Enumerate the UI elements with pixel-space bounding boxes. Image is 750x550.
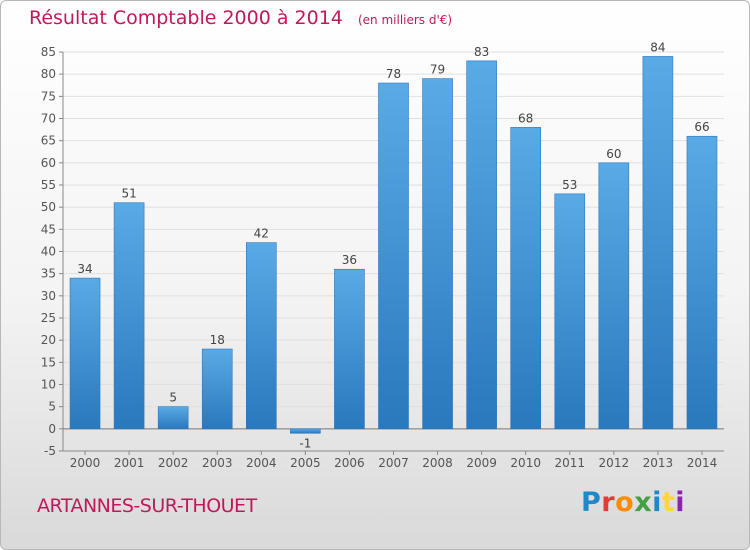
bar	[69, 277, 101, 430]
logo-letter: t	[661, 487, 676, 518]
y-tick-label: 80	[41, 67, 56, 81]
value-label: 78	[386, 67, 401, 81]
value-label: 18	[210, 333, 225, 347]
value-label: 79	[430, 63, 445, 77]
value-label: 36	[342, 253, 357, 267]
bar	[246, 242, 277, 430]
x-tick-label: 2011	[554, 456, 585, 470]
x-tick-label: 2013	[643, 456, 674, 470]
value-label: 68	[518, 111, 533, 125]
bar	[554, 193, 586, 430]
bar	[466, 60, 497, 430]
town-name: ARTANNES-SUR-THOUET	[37, 495, 257, 517]
x-tick-label: 2014	[687, 456, 718, 470]
x-tick-label: 2008	[422, 456, 453, 470]
x-tick-label: 2009	[466, 456, 497, 470]
value-label: 34	[77, 262, 92, 276]
x-tick-label: 2012	[599, 456, 630, 470]
bar	[290, 428, 321, 434]
x-tick-label: 2010	[510, 456, 541, 470]
y-tick-label: 50	[41, 200, 56, 214]
logo-letter: r	[601, 487, 616, 518]
bar	[422, 78, 453, 430]
value-label: 42	[254, 227, 269, 241]
y-tick-label: 0	[48, 422, 56, 436]
x-tick-label: 2003	[202, 456, 233, 470]
logo-letter: i	[652, 487, 662, 518]
y-tick-label: 55	[41, 178, 56, 192]
chart-title: Résultat Comptable 2000 à 2014	[29, 7, 343, 29]
proxiti-logo[interactable]: Proxiti	[581, 487, 685, 518]
chart-subtitle: (en milliers d'€)	[357, 13, 453, 27]
value-label: 5	[169, 391, 177, 405]
y-tick-label: 15	[41, 355, 56, 369]
y-tick-label: 45	[41, 222, 56, 236]
bar	[113, 202, 145, 430]
value-label: 60	[606, 147, 621, 161]
bar	[378, 82, 409, 430]
bar	[201, 348, 233, 430]
bar	[334, 268, 365, 430]
bar	[686, 135, 718, 430]
bar	[598, 162, 630, 430]
y-tick-label: 30	[41, 289, 56, 303]
y-tick-label: 20	[41, 333, 56, 347]
y-tick-label: -5	[44, 444, 56, 458]
value-label: -1	[299, 436, 311, 450]
bar	[642, 56, 674, 430]
logo-letter: P	[581, 487, 602, 518]
value-label: 84	[650, 40, 665, 54]
x-tick-label: 2007	[378, 456, 409, 470]
x-tick-label: 2004	[246, 456, 277, 470]
y-tick-label: 60	[41, 156, 56, 170]
x-tick-label: 2005	[290, 456, 321, 470]
x-tick-label: 2001	[114, 456, 145, 470]
x-tick-label: 2000	[70, 456, 101, 470]
value-label: 53	[562, 178, 577, 192]
y-tick-label: 75	[41, 89, 56, 103]
y-tick-label: 5	[48, 400, 56, 414]
y-tick-label: 85	[41, 45, 56, 59]
bar	[510, 127, 542, 430]
logo-letter: x	[634, 487, 653, 518]
bar	[157, 406, 189, 430]
chart-header: Résultat Comptable 2000 à 2014 (en milli…	[29, 7, 452, 29]
logo-letter: o	[615, 487, 635, 518]
value-label: 83	[474, 45, 489, 59]
y-tick-label: 10	[41, 378, 56, 392]
x-tick-label: 2002	[158, 456, 189, 470]
x-tick-label: 2006	[334, 456, 365, 470]
logo-letter: i	[675, 487, 686, 518]
value-label: 66	[694, 120, 709, 134]
y-tick-label: 40	[41, 245, 56, 259]
y-tick-label: 65	[41, 134, 56, 148]
y-tick-label: 70	[41, 112, 56, 126]
y-tick-label: 25	[41, 311, 56, 325]
y-tick-label: 35	[41, 267, 56, 281]
value-label: 51	[121, 187, 136, 201]
